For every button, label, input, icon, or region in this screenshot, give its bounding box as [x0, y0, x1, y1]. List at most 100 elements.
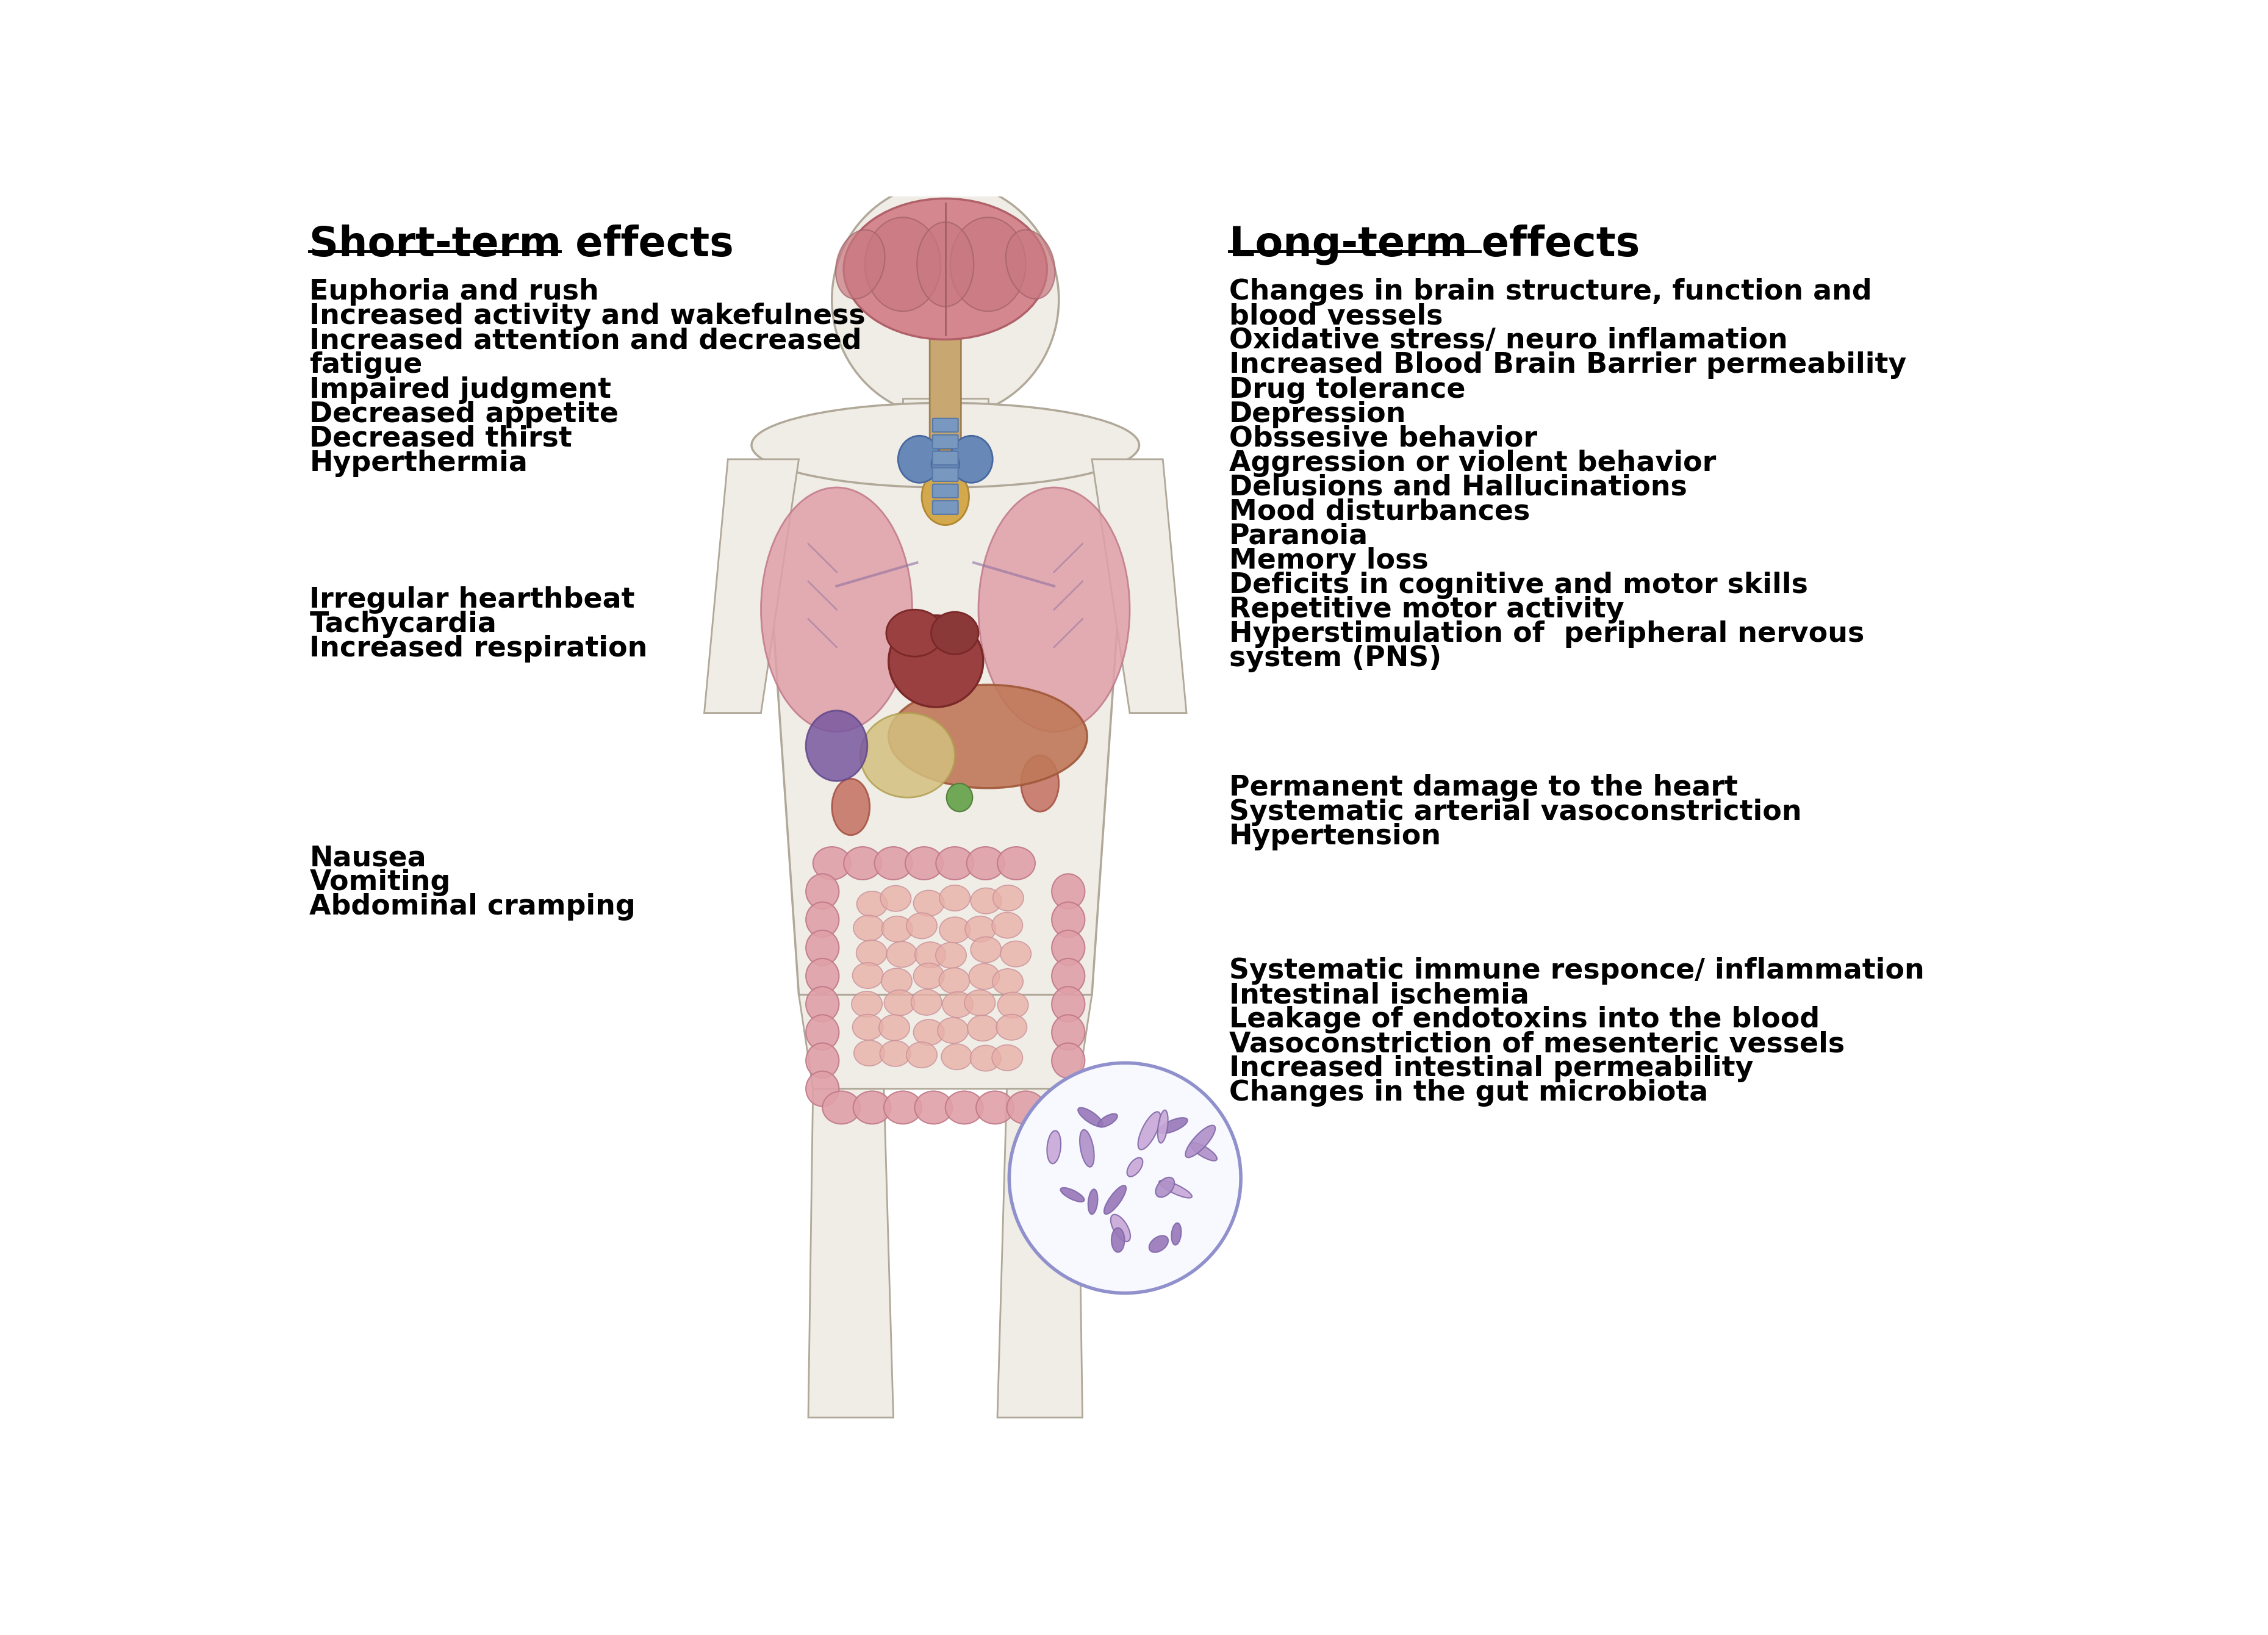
- Ellipse shape: [950, 437, 993, 482]
- Ellipse shape: [1061, 1187, 1084, 1202]
- Ellipse shape: [1052, 1043, 1084, 1077]
- Ellipse shape: [937, 847, 973, 880]
- Ellipse shape: [844, 847, 882, 880]
- Ellipse shape: [1005, 231, 1055, 299]
- Ellipse shape: [937, 942, 966, 968]
- Ellipse shape: [1098, 1113, 1118, 1127]
- Ellipse shape: [998, 992, 1027, 1019]
- Text: Tachycardia: Tachycardia: [308, 610, 497, 638]
- Ellipse shape: [853, 1014, 882, 1040]
- Ellipse shape: [1150, 1236, 1168, 1252]
- Ellipse shape: [996, 1014, 1027, 1040]
- Ellipse shape: [975, 1091, 1014, 1123]
- Ellipse shape: [832, 778, 869, 835]
- Ellipse shape: [950, 217, 1025, 311]
- Ellipse shape: [853, 963, 882, 989]
- Polygon shape: [807, 1089, 894, 1418]
- Ellipse shape: [880, 1040, 912, 1066]
- Ellipse shape: [1077, 1107, 1102, 1127]
- Text: Long-term effects: Long-term effects: [1229, 224, 1640, 265]
- Polygon shape: [1091, 459, 1186, 713]
- Ellipse shape: [853, 1040, 885, 1066]
- Ellipse shape: [966, 847, 1005, 880]
- Ellipse shape: [921, 469, 968, 525]
- Ellipse shape: [1127, 1158, 1143, 1177]
- Ellipse shape: [991, 912, 1023, 938]
- Ellipse shape: [968, 963, 1000, 989]
- Text: Changes in the gut microbiota: Changes in the gut microbiota: [1229, 1079, 1708, 1107]
- Polygon shape: [798, 994, 1091, 1089]
- Text: blood vessels: blood vessels: [1229, 302, 1442, 330]
- Text: Decreased thirst: Decreased thirst: [308, 425, 572, 453]
- Ellipse shape: [914, 963, 943, 989]
- Ellipse shape: [914, 1020, 943, 1045]
- Ellipse shape: [932, 611, 978, 654]
- Ellipse shape: [805, 958, 839, 994]
- Ellipse shape: [805, 873, 839, 909]
- Ellipse shape: [971, 888, 1002, 914]
- Ellipse shape: [823, 1091, 860, 1123]
- Text: Hypertension: Hypertension: [1229, 822, 1442, 850]
- Text: Depression: Depression: [1229, 401, 1406, 428]
- Ellipse shape: [882, 916, 912, 942]
- Ellipse shape: [912, 989, 941, 1015]
- Ellipse shape: [914, 942, 946, 968]
- FancyBboxPatch shape: [932, 468, 957, 481]
- Ellipse shape: [1105, 1185, 1127, 1215]
- Ellipse shape: [907, 1041, 937, 1068]
- Ellipse shape: [1007, 1091, 1046, 1123]
- Ellipse shape: [805, 930, 839, 965]
- Ellipse shape: [993, 968, 1023, 994]
- Ellipse shape: [1159, 1180, 1193, 1198]
- Text: Increased Blood Brain Barrier permeability: Increased Blood Brain Barrier permeabili…: [1229, 352, 1907, 379]
- Text: Delusions and Hallucinations: Delusions and Hallucinations: [1229, 474, 1687, 502]
- Ellipse shape: [939, 968, 971, 994]
- FancyBboxPatch shape: [930, 337, 962, 450]
- Ellipse shape: [1052, 958, 1084, 994]
- Ellipse shape: [978, 487, 1129, 732]
- Ellipse shape: [812, 847, 850, 880]
- Text: Obssesive behavior: Obssesive behavior: [1229, 425, 1538, 453]
- Ellipse shape: [932, 453, 959, 476]
- Ellipse shape: [941, 992, 973, 1017]
- Ellipse shape: [1052, 1015, 1084, 1050]
- Text: Mood disturbances: Mood disturbances: [1229, 499, 1531, 526]
- Text: Increased respiration: Increased respiration: [308, 634, 649, 662]
- Ellipse shape: [751, 402, 1139, 487]
- Polygon shape: [903, 399, 989, 445]
- Ellipse shape: [1111, 1228, 1125, 1252]
- FancyBboxPatch shape: [934, 306, 955, 473]
- Ellipse shape: [991, 1045, 1023, 1071]
- Polygon shape: [705, 459, 798, 713]
- Ellipse shape: [937, 1017, 968, 1043]
- Ellipse shape: [898, 437, 941, 482]
- Ellipse shape: [1052, 930, 1084, 965]
- Text: Systematic immune responce/ inflammation: Systematic immune responce/ inflammation: [1229, 956, 1923, 984]
- Ellipse shape: [907, 912, 937, 938]
- Ellipse shape: [860, 713, 955, 798]
- Ellipse shape: [835, 231, 885, 299]
- Ellipse shape: [1021, 755, 1059, 811]
- Polygon shape: [762, 445, 1129, 994]
- FancyBboxPatch shape: [932, 500, 957, 515]
- Text: Permanent damage to the heart: Permanent damage to the heart: [1229, 773, 1737, 801]
- Text: fatigue: fatigue: [308, 352, 422, 379]
- Ellipse shape: [1157, 1177, 1175, 1197]
- Ellipse shape: [914, 1091, 953, 1123]
- Ellipse shape: [1191, 1143, 1218, 1161]
- Ellipse shape: [916, 222, 973, 307]
- Text: Memory loss: Memory loss: [1229, 548, 1429, 574]
- Ellipse shape: [762, 487, 912, 732]
- Ellipse shape: [971, 1045, 1000, 1071]
- Ellipse shape: [850, 991, 882, 1017]
- Text: Euphoria and rush: Euphoria and rush: [308, 278, 599, 306]
- Ellipse shape: [864, 217, 941, 311]
- Polygon shape: [998, 1089, 1082, 1418]
- Ellipse shape: [805, 711, 866, 782]
- Text: Hyperstimulation of  peripheral nervous: Hyperstimulation of peripheral nervous: [1229, 620, 1864, 647]
- Text: Intestinal ischemia: Intestinal ischemia: [1229, 981, 1529, 1009]
- Text: Changes in brain structure, function and: Changes in brain structure, function and: [1229, 278, 1871, 306]
- Ellipse shape: [1186, 1125, 1216, 1158]
- Ellipse shape: [1139, 1112, 1161, 1149]
- Ellipse shape: [875, 847, 912, 880]
